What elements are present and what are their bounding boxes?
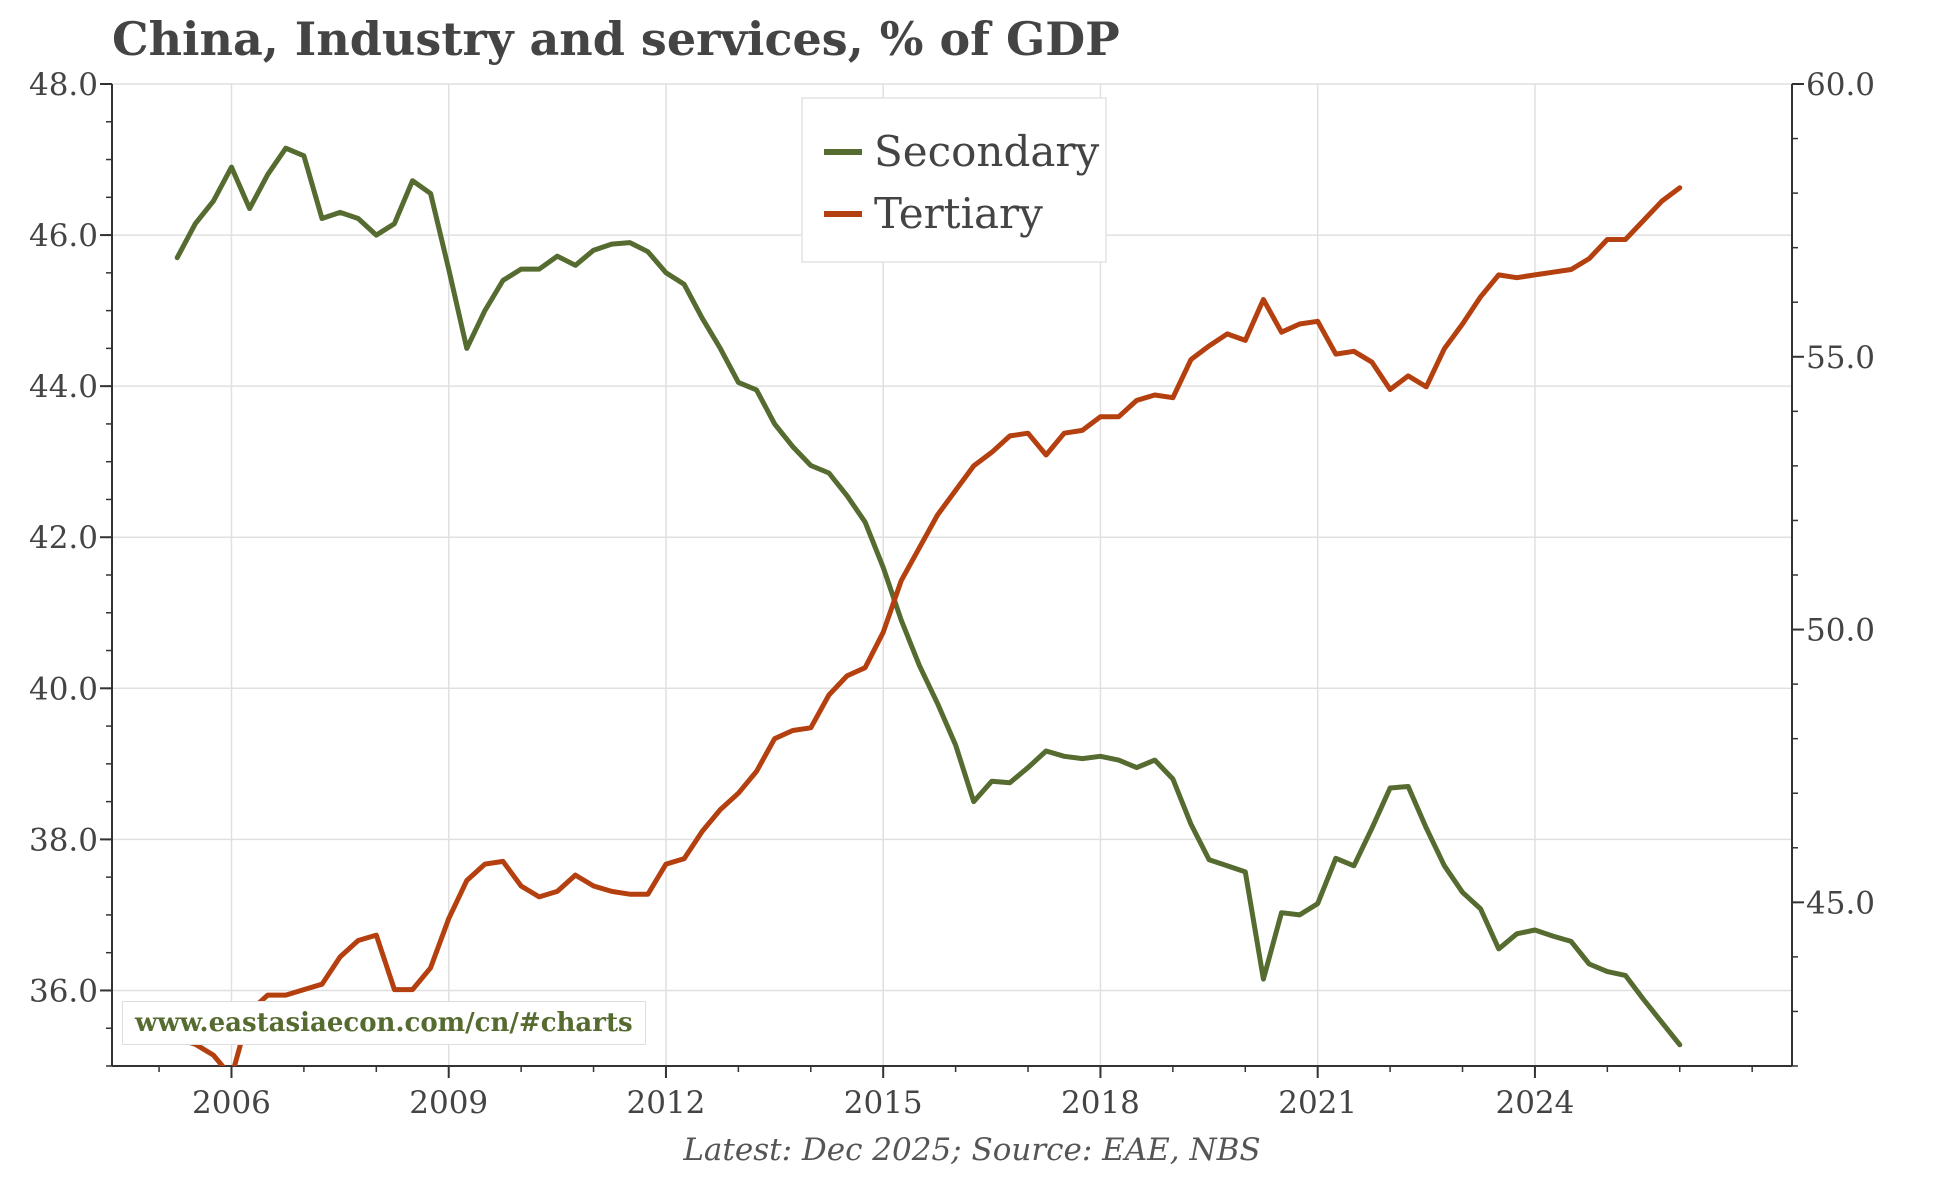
legend-label-tertiary: Tertiary [874, 189, 1043, 238]
x-tick-label: 2006 [192, 1085, 271, 1121]
series-line-secondary [174, 145, 1683, 1048]
legend: Secondary Tertiary [801, 97, 1107, 263]
x-tick-label: 2012 [627, 1085, 706, 1121]
legend-label-secondary: Secondary [874, 127, 1099, 176]
right-tick-label: 45.0 [1806, 885, 1875, 921]
source-note: Latest: Dec 2025; Source: EAE, NBS [683, 1132, 1261, 1168]
chart-title: China, Industry and services, % of GDP [112, 12, 1120, 66]
watermark-url: www.eastasiaecon.com/cn/#charts [122, 1001, 646, 1045]
x-tick-label: 2015 [844, 1085, 923, 1121]
legend-box [801, 97, 1107, 263]
left-tick-label: 38.0 [29, 822, 98, 858]
left-tick-label: 42.0 [29, 520, 98, 556]
left-tick-label: 46.0 [29, 218, 98, 254]
left-tick-label: 44.0 [29, 369, 98, 405]
left-tick-label: 48.0 [29, 67, 98, 103]
grid-lines [112, 83, 1792, 1066]
x-tick-label: 2009 [409, 1085, 488, 1121]
left-tick-label: 40.0 [29, 671, 98, 707]
x-tick-label: 2018 [1061, 1085, 1140, 1121]
right-tick-label: 60.0 [1806, 67, 1875, 103]
right-tick-label: 55.0 [1806, 340, 1875, 376]
x-tick-label: 2021 [1278, 1085, 1357, 1121]
series-line-tertiary [174, 185, 1683, 1066]
axes: 2006 2009 2012 2015 2018 2021 2024 36.0 38.0 40.0… [29, 67, 1875, 1121]
series-lines [174, 145, 1683, 1066]
left-tick-label: 36.0 [29, 973, 98, 1009]
right-tick-label: 50.0 [1806, 613, 1875, 649]
x-tick-label: 2024 [1495, 1085, 1574, 1121]
